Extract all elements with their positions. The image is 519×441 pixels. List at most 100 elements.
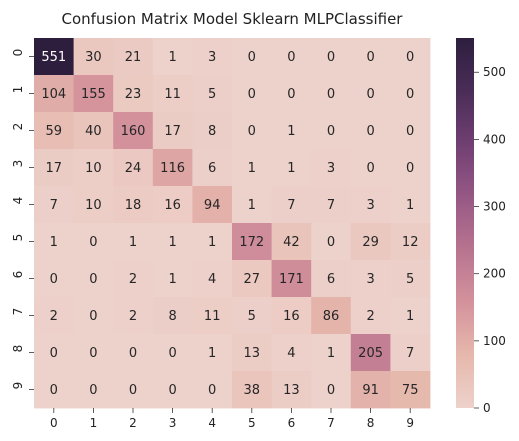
cell-value-label: 38 [244, 383, 261, 398]
x-tick-label: 0 [50, 416, 58, 430]
cell-value-label: 0 [129, 383, 137, 398]
cell-value-label: 116 [160, 161, 185, 176]
heatmap-cell [350, 223, 391, 261]
heatmap-cell [152, 149, 193, 187]
heatmap-cell [34, 186, 74, 224]
heatmap-cell [350, 297, 391, 335]
heatmap-cell [73, 297, 114, 335]
cell-value-label: 2 [129, 272, 137, 287]
heatmap-cell [311, 334, 352, 372]
cell-value-label: 30 [85, 50, 102, 65]
heatmap-cell [113, 75, 154, 113]
cell-value-label: 8 [168, 309, 176, 324]
chart-title: Confusion Matrix Model Sklearn MLPClassi… [62, 10, 404, 28]
cell-value-label: 5 [208, 87, 216, 102]
cell-value-label: 155 [81, 87, 106, 102]
cell-value-label: 7 [287, 198, 295, 213]
cell-value-label: 2 [129, 309, 137, 324]
cell-value-label: 0 [208, 383, 216, 398]
cell-value-label: 1 [406, 198, 414, 213]
cell-value-label: 1 [168, 50, 176, 65]
heatmap-cell [192, 112, 233, 150]
cell-value-label: 1 [129, 235, 137, 250]
heatmap-cell [152, 371, 193, 409]
cell-value-label: 27 [244, 272, 261, 287]
cell-value-label: 0 [168, 383, 176, 398]
heatmap-cell [34, 223, 74, 261]
cell-value-label: 12 [402, 235, 419, 250]
heatmap-cell [390, 38, 431, 76]
heatmap-cell [350, 75, 391, 113]
heatmap-cell [311, 371, 352, 409]
x-tick-label: 7 [327, 416, 335, 430]
cell-value-label: 3 [208, 50, 216, 65]
heatmap-cell [113, 112, 154, 150]
cell-value-label: 0 [248, 124, 256, 139]
cell-value-label: 0 [248, 87, 256, 102]
cell-value-label: 1 [287, 124, 295, 139]
heatmap-cells [34, 38, 431, 409]
heatmap-cell [390, 112, 431, 150]
cell-value-label: 3 [366, 272, 374, 287]
cell-value-label: 171 [279, 272, 304, 287]
heatmap-cell [271, 223, 312, 261]
heatmap-cell [232, 38, 272, 76]
cell-value-label: 8 [208, 124, 216, 139]
cell-value-label: 5 [406, 272, 414, 287]
x-tick-label: 5 [248, 416, 256, 430]
cell-value-label: 0 [406, 87, 414, 102]
heatmap-cell [232, 149, 272, 187]
heatmap-cell [152, 112, 193, 150]
cell-value-label: 0 [366, 124, 374, 139]
heatmap-cell [311, 186, 352, 224]
x-tick-label: 4 [208, 416, 216, 430]
heatmap-cell [192, 38, 233, 76]
cell-value-label: 29 [362, 235, 379, 250]
cell-value-label: 10 [85, 198, 102, 213]
cell-value-label: 160 [121, 124, 146, 139]
heatmap-cell [73, 112, 114, 150]
colorbar-tick-label: 300 [483, 200, 506, 214]
heatmap-cell [390, 260, 431, 298]
heatmap-cell [390, 371, 431, 409]
heatmap-cell [73, 260, 114, 298]
cell-value-label: 2 [50, 309, 58, 324]
heatmap-cell [232, 371, 272, 409]
cell-value-label: 17 [164, 124, 181, 139]
cell-value-label: 4 [287, 346, 295, 361]
cell-value-label: 1 [248, 198, 256, 213]
colorbar [456, 38, 474, 408]
y-tick-label: 3 [11, 160, 25, 168]
heatmap-cell [390, 186, 431, 224]
cell-value-label: 86 [323, 309, 340, 324]
cell-value-label: 40 [85, 124, 102, 139]
cell-value-label: 0 [287, 50, 295, 65]
cell-value-label: 5 [248, 309, 256, 324]
cell-value-label: 551 [41, 50, 66, 65]
cell-value-label: 16 [283, 309, 300, 324]
cell-value-label: 75 [402, 383, 419, 398]
heatmap-cell [232, 223, 272, 261]
cell-value-label: 17 [46, 161, 63, 176]
heatmap-cell [271, 38, 312, 76]
heatmap-cell [350, 149, 391, 187]
cell-value-label: 1 [208, 235, 216, 250]
heatmap-cell [34, 334, 74, 372]
cell-value-label: 0 [248, 50, 256, 65]
heatmap-cell [271, 297, 312, 335]
heatmap-cell [192, 260, 233, 298]
y-tick-label: 9 [11, 382, 25, 390]
cell-value-label: 3 [366, 198, 374, 213]
colorbar-tick-label: 500 [483, 65, 506, 79]
heatmap-cell [152, 260, 193, 298]
heatmap-cell [192, 334, 233, 372]
heatmap-cell [271, 186, 312, 224]
cell-value-label: 0 [168, 346, 176, 361]
heatmap-cell [34, 38, 74, 76]
heatmap-cell [34, 112, 74, 150]
heatmap-cell [73, 223, 114, 261]
heatmap-cell [390, 334, 431, 372]
cell-value-label: 1 [327, 346, 335, 361]
cell-value-label: 0 [366, 87, 374, 102]
cell-value-label: 0 [89, 383, 97, 398]
